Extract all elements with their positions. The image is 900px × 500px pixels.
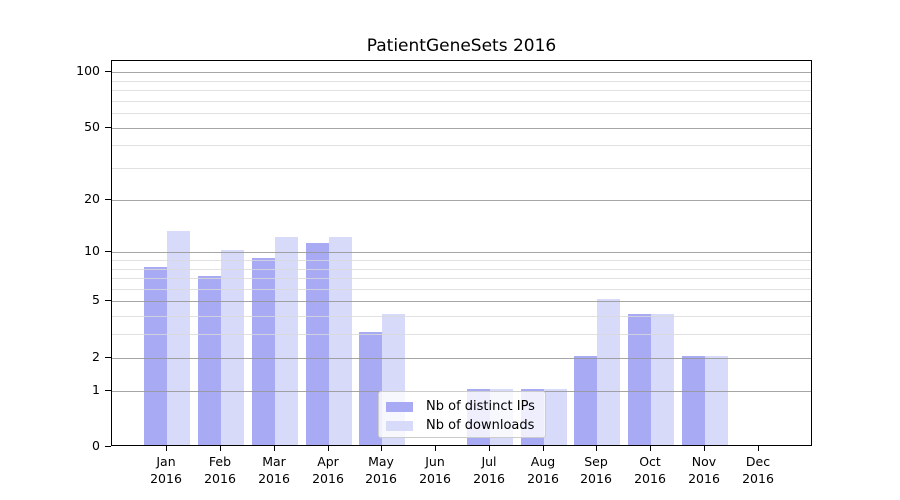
bar-ips-nov (682, 356, 705, 445)
x-tick-label-jan: Jan 2016 (150, 454, 182, 486)
x-tick-label-mar: Mar 2016 (258, 454, 290, 486)
x-tick-mar (274, 446, 275, 451)
x-tick-label-aug: Aug 2016 (527, 454, 559, 486)
x-tick-label-feb: Feb 2016 (204, 454, 236, 486)
bar-downloads-mar (275, 237, 298, 445)
bar-ips-apr (306, 243, 329, 445)
y-tick-label-20: 20 (84, 191, 100, 206)
bar-downloads-oct (651, 314, 674, 445)
x-tick-jul (489, 446, 490, 451)
y-tick-5 (105, 300, 111, 301)
x-tick-label-dec: Dec 2016 (742, 454, 774, 486)
x-tick-may (381, 446, 382, 451)
x-tick-oct (650, 446, 651, 451)
bar-downloads-aug (544, 389, 567, 445)
legend-label-ips: Nb of distinct IPs (426, 399, 535, 414)
bar-downloads-jan (167, 231, 190, 445)
bar-ips-jan (144, 267, 167, 445)
bar-ips-may (359, 332, 382, 445)
legend-row-downloads: Nb of downloads (379, 416, 545, 435)
x-tick-label-jul: Jul 2016 (473, 454, 505, 486)
y-tick-label-10: 10 (84, 243, 100, 258)
y-tick-label-0: 0 (92, 438, 100, 453)
x-tick-label-may: May 2016 (365, 454, 397, 486)
x-tick-label-jun: Jun 2016 (419, 454, 451, 486)
y-tick-1 (105, 390, 111, 391)
x-tick-label-oct: Oct 2016 (634, 454, 666, 486)
legend-label-downloads: Nb of downloads (426, 418, 535, 433)
bar-ips-mar (252, 258, 275, 445)
x-tick-label-sep: Sep 2016 (580, 454, 612, 486)
y-tick-label-1: 1 (92, 382, 100, 397)
downloads-series-swatch (386, 420, 413, 431)
bar-downloads-nov (705, 356, 728, 445)
bar-ips-feb (198, 276, 221, 445)
y-tick-10 (105, 251, 111, 252)
y-tick-20 (105, 199, 111, 200)
x-tick-aug (543, 446, 544, 451)
bars-layer (112, 61, 811, 445)
x-tick-apr (328, 446, 329, 451)
y-tick-100 (105, 71, 111, 72)
y-tick-label-5: 5 (92, 292, 100, 307)
y-tick-2 (105, 357, 111, 358)
ips-series-swatch (386, 401, 413, 412)
y-tick-label-100: 100 (76, 63, 100, 78)
x-tick-nov (704, 446, 705, 451)
x-tick-jun (435, 446, 436, 451)
plot-area (111, 60, 812, 446)
x-tick-label-nov: Nov 2016 (688, 454, 720, 486)
chart-title: PatientGeneSets 2016 (366, 36, 557, 56)
x-tick-jan (166, 446, 167, 451)
legend: Nb of distinct IPs Nb of downloads (378, 391, 546, 438)
bar-downloads-feb (221, 250, 244, 445)
y-tick-0 (105, 446, 111, 447)
y-tick-label-2: 2 (92, 349, 100, 364)
x-tick-dec (758, 446, 759, 451)
bar-downloads-sep (597, 299, 620, 445)
y-tick-50 (105, 127, 111, 128)
y-tick-label-50: 50 (84, 119, 100, 134)
x-tick-feb (220, 446, 221, 451)
x-tick-sep (596, 446, 597, 451)
bar-ips-sep (574, 356, 597, 445)
bar-downloads-apr (329, 237, 352, 445)
legend-row-ips: Nb of distinct IPs (379, 397, 545, 416)
x-tick-label-apr: Apr 2016 (312, 454, 344, 486)
bar-ips-oct (628, 314, 651, 445)
